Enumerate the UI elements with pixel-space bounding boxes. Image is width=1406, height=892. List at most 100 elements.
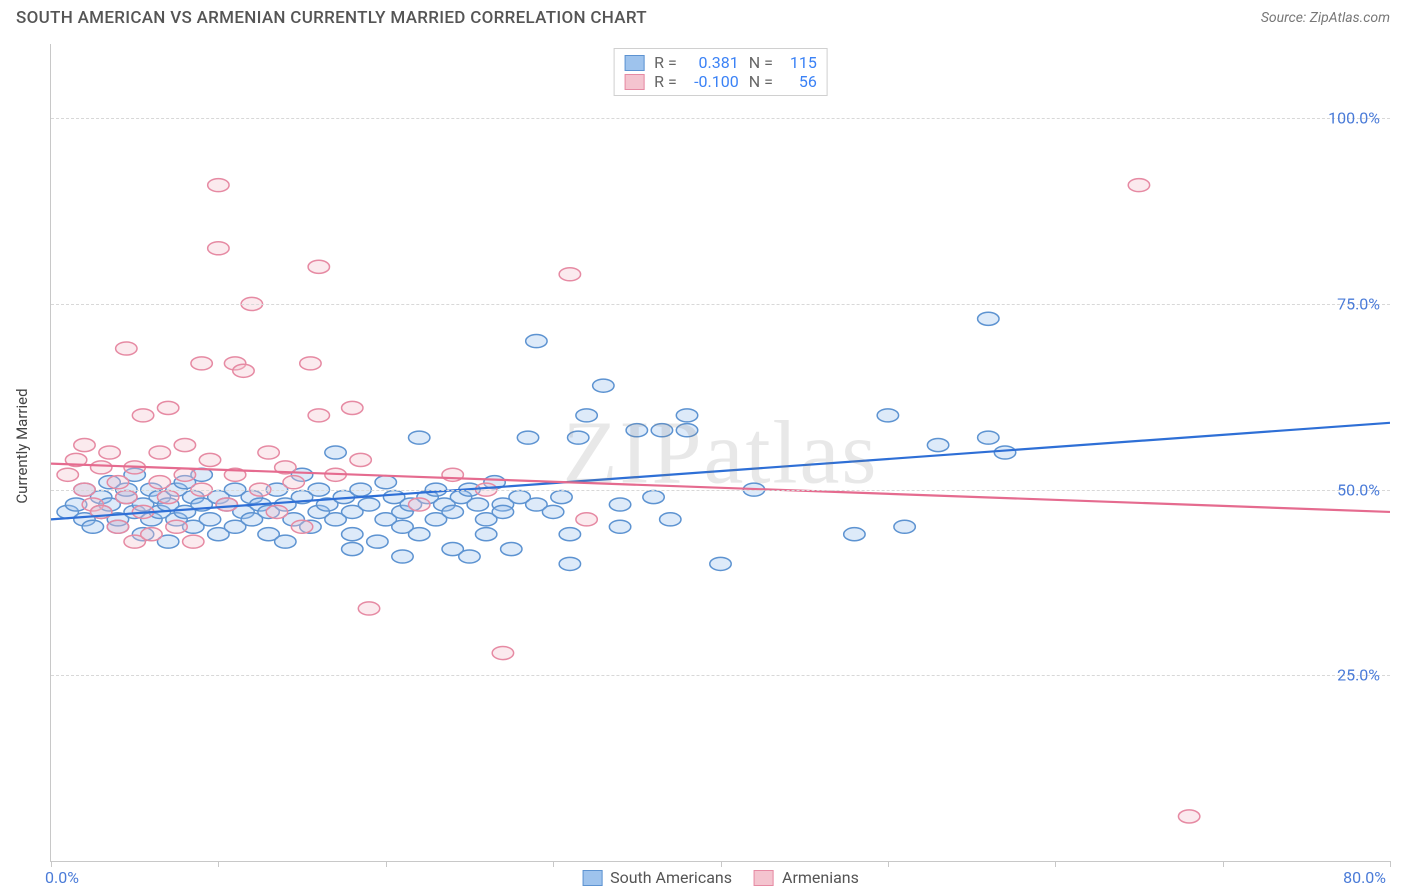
scatter-point bbox=[308, 409, 329, 422]
gridline bbox=[51, 118, 1390, 119]
scatter-point bbox=[149, 476, 170, 489]
scatter-point bbox=[107, 520, 128, 533]
legend-label: South Americans bbox=[610, 868, 732, 887]
n-label: N = bbox=[749, 72, 773, 91]
scatter-point bbox=[501, 543, 522, 556]
scatter-point bbox=[409, 528, 430, 541]
scatter-point bbox=[542, 505, 563, 518]
scatter-point bbox=[291, 520, 312, 533]
x-tick-mark bbox=[386, 861, 387, 867]
legend-item: South Americans bbox=[582, 868, 732, 887]
scatter-point bbox=[475, 528, 496, 541]
correlation-stats-box: R =0.381N =115R = -0.100 N = 56 bbox=[613, 48, 828, 96]
scatter-point bbox=[492, 505, 513, 518]
scatter-point bbox=[358, 602, 379, 615]
stats-row: R =0.381N =115 bbox=[624, 53, 817, 72]
scatter-point bbox=[844, 528, 865, 541]
gridline bbox=[51, 304, 1390, 305]
scatter-point bbox=[74, 439, 95, 452]
scatter-point bbox=[994, 446, 1015, 459]
scatter-point bbox=[275, 535, 296, 548]
scatter-point bbox=[342, 401, 363, 414]
scatter-point bbox=[208, 179, 229, 192]
scatter-point bbox=[1178, 810, 1199, 823]
scatter-point bbox=[358, 498, 379, 511]
gridline bbox=[51, 675, 1390, 676]
scatter-point bbox=[559, 268, 580, 281]
legend-swatch bbox=[582, 870, 602, 886]
source-attribution: Source: ZipAtlas.com bbox=[1261, 10, 1390, 26]
r-label: R = bbox=[654, 53, 677, 72]
scatter-point bbox=[157, 401, 178, 414]
legend-swatch bbox=[624, 74, 644, 90]
y-axis-title: Currently Married bbox=[13, 388, 31, 503]
scatter-point bbox=[300, 357, 321, 370]
scatter-point bbox=[174, 468, 195, 481]
scatter-point bbox=[199, 453, 220, 466]
scatter-point bbox=[183, 535, 204, 548]
scatter-point bbox=[576, 513, 597, 526]
scatter-point bbox=[978, 431, 999, 444]
legend-label: Armenians bbox=[782, 868, 859, 887]
r-label: R = bbox=[654, 72, 677, 91]
scatter-point bbox=[609, 520, 630, 533]
gridline bbox=[51, 490, 1390, 491]
chart-plot-area: ZIPatlas R =0.381N =115R =-0.100N =56 0.… bbox=[50, 44, 1390, 862]
stats-row: R = -0.100 N = 56 bbox=[624, 72, 817, 91]
scatter-point bbox=[157, 491, 178, 504]
scatter-point bbox=[99, 446, 120, 459]
scatter-point bbox=[409, 431, 430, 444]
scatter-point bbox=[643, 491, 664, 504]
x-axis-min-label: 0.0% bbox=[45, 868, 79, 887]
scatter-point bbox=[927, 439, 948, 452]
scatter-point bbox=[467, 498, 488, 511]
scatter-point bbox=[626, 424, 647, 437]
scatter-point bbox=[174, 439, 195, 452]
scatter-point bbox=[409, 498, 430, 511]
scatter-point bbox=[676, 409, 697, 422]
scatter-point bbox=[392, 550, 413, 563]
y-tick-label: 100.0% bbox=[1328, 109, 1380, 128]
scatter-point bbox=[342, 528, 363, 541]
scatter-plot-svg bbox=[51, 44, 1390, 861]
legend-swatch bbox=[754, 870, 774, 886]
scatter-point bbox=[191, 357, 212, 370]
scatter-point bbox=[660, 513, 681, 526]
scatter-point bbox=[442, 505, 463, 518]
n-label: N = bbox=[749, 53, 773, 72]
x-tick-mark bbox=[888, 861, 889, 867]
scatter-point bbox=[308, 260, 329, 273]
scatter-point bbox=[609, 498, 630, 511]
scatter-point bbox=[57, 468, 78, 481]
x-tick-mark bbox=[1223, 861, 1224, 867]
scatter-point bbox=[350, 453, 371, 466]
scatter-point bbox=[526, 335, 547, 348]
scatter-point bbox=[492, 647, 513, 660]
scatter-point bbox=[283, 476, 304, 489]
scatter-point bbox=[593, 379, 614, 392]
scatter-point bbox=[132, 409, 153, 422]
scatter-point bbox=[116, 342, 137, 355]
x-tick-mark bbox=[721, 861, 722, 867]
scatter-point bbox=[375, 476, 396, 489]
n-value: 56 bbox=[783, 72, 817, 91]
scatter-point bbox=[459, 550, 480, 563]
scatter-point bbox=[517, 431, 538, 444]
scatter-point bbox=[877, 409, 898, 422]
scatter-point bbox=[651, 424, 672, 437]
scatter-point bbox=[82, 520, 103, 533]
scatter-point bbox=[233, 364, 254, 377]
legend-swatch bbox=[624, 55, 644, 71]
scatter-point bbox=[710, 557, 731, 570]
scatter-point bbox=[551, 491, 572, 504]
y-tick-label: 50.0% bbox=[1337, 480, 1380, 499]
x-tick-mark bbox=[51, 861, 52, 867]
scatter-point bbox=[1128, 179, 1149, 192]
x-tick-mark bbox=[1055, 861, 1056, 867]
scatter-point bbox=[576, 409, 597, 422]
r-value: -0.100 bbox=[687, 72, 739, 91]
scatter-point bbox=[894, 520, 915, 533]
series-legend: South Americans Armenians bbox=[582, 868, 859, 887]
scatter-point bbox=[258, 446, 279, 459]
scatter-point bbox=[107, 476, 128, 489]
